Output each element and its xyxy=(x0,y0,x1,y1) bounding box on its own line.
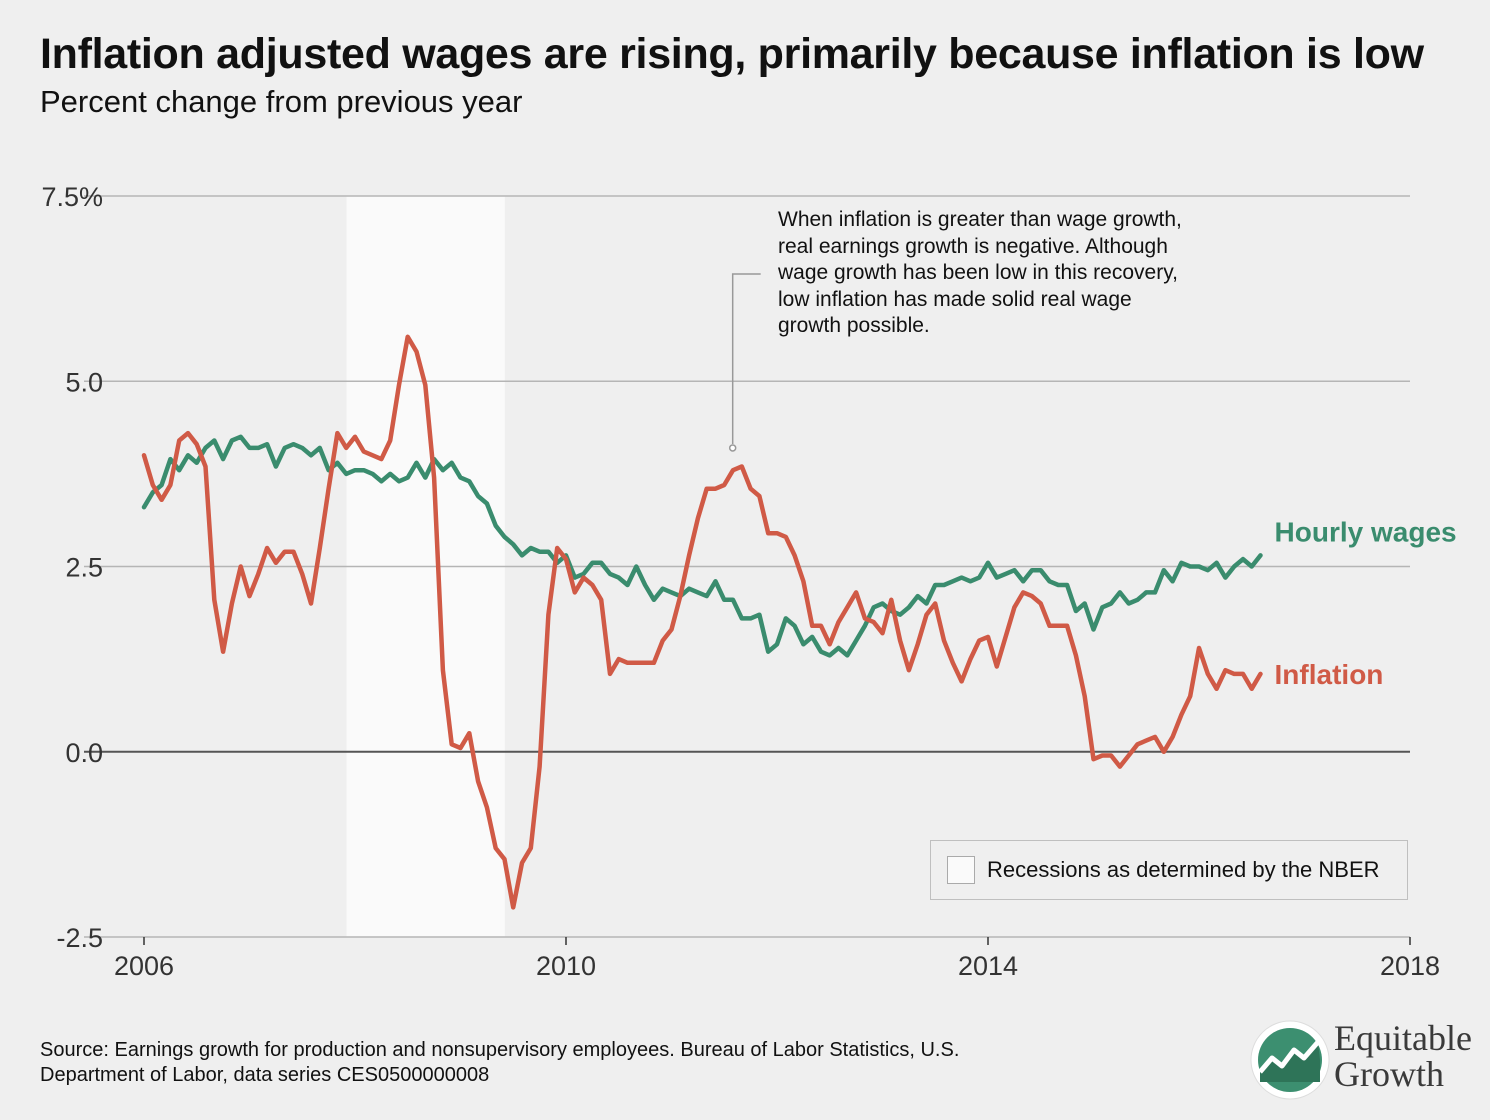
logo-line-2: Growth xyxy=(1334,1054,1444,1094)
y-tick-label: 0.0 xyxy=(65,738,103,768)
annotation-line: wage growth has been low in this recover… xyxy=(778,261,1178,284)
y-tick-label: 5.0 xyxy=(65,367,103,397)
logo-line-1: Equitable xyxy=(1334,1018,1472,1058)
recession-legend-label: Recessions as determined by the NBER xyxy=(987,857,1380,882)
x-tick-label: 2018 xyxy=(1380,951,1440,981)
inflation-line xyxy=(141,334,1263,910)
annotation-leader xyxy=(731,273,761,444)
recession-swatch xyxy=(947,856,975,884)
annotation-line: low inflation has made solid real wage xyxy=(778,287,1132,311)
wages-line xyxy=(141,434,1263,658)
equitable-growth-logo: Equitable Growth xyxy=(1250,1018,1486,1104)
annotation-marker xyxy=(728,444,737,452)
recession-legend: Recessions as determined by the NBER xyxy=(930,840,1408,900)
source-line: Source: Earnings growth for production a… xyxy=(40,1039,960,1061)
y-tick-label: -2.5 xyxy=(56,923,103,953)
y-tick-label: 7.5% xyxy=(41,182,103,212)
x-tick-label: 2010 xyxy=(536,951,596,981)
logo-icon xyxy=(1250,1020,1330,1100)
x-tick-label: 2006 xyxy=(114,951,174,981)
source-line: Department of Labor, data series CES0500… xyxy=(40,1064,490,1086)
annotation-line: When inflation is greater than wage grow… xyxy=(778,208,1182,231)
logo-text: Equitable Growth xyxy=(1334,1020,1472,1092)
chart-annotation: When inflation is greater than wage grow… xyxy=(778,207,1258,340)
wages-series-label: Hourly wages xyxy=(1275,516,1457,547)
inflation-series-label: Inflation xyxy=(1275,659,1384,690)
x-tick-label: 2014 xyxy=(958,951,1018,981)
chart-subtitle: Percent change from previous year xyxy=(40,84,523,119)
annotation-line: growth possible. xyxy=(778,314,930,337)
y-tick-label: 2.5 xyxy=(65,553,103,583)
chart-title: Inflation adjusted wages are rising, pri… xyxy=(40,30,1424,78)
annotation-line: real earnings growth is negative. Althou… xyxy=(778,234,1168,258)
source-note: Source: Earnings growth for production a… xyxy=(40,1038,1160,1088)
